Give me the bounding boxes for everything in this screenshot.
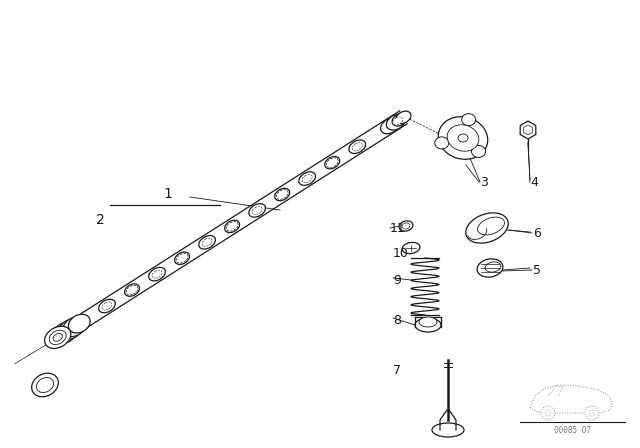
Ellipse shape (438, 117, 488, 159)
Ellipse shape (226, 222, 238, 231)
Ellipse shape (458, 134, 468, 142)
Text: 5: 5 (533, 263, 541, 276)
Ellipse shape (102, 302, 112, 310)
Ellipse shape (352, 143, 362, 151)
Ellipse shape (252, 207, 262, 215)
Ellipse shape (225, 220, 239, 233)
Ellipse shape (466, 213, 508, 243)
Ellipse shape (396, 111, 411, 124)
Ellipse shape (152, 270, 162, 278)
Text: 00085 07: 00085 07 (554, 426, 591, 435)
Circle shape (545, 410, 551, 416)
Ellipse shape (68, 314, 90, 333)
Circle shape (585, 406, 599, 420)
Ellipse shape (349, 140, 365, 154)
Ellipse shape (392, 113, 407, 126)
Ellipse shape (126, 285, 138, 295)
Text: 8: 8 (393, 314, 401, 327)
Ellipse shape (477, 259, 503, 277)
Ellipse shape (99, 299, 115, 313)
Ellipse shape (387, 114, 405, 130)
Text: 7: 7 (393, 363, 401, 376)
Ellipse shape (326, 158, 338, 168)
Ellipse shape (52, 322, 77, 344)
Ellipse shape (36, 378, 54, 392)
Text: 6: 6 (533, 227, 541, 240)
Ellipse shape (63, 317, 86, 336)
Text: 4: 4 (530, 176, 538, 189)
Ellipse shape (249, 204, 266, 217)
Ellipse shape (53, 333, 63, 341)
Text: 11: 11 (390, 221, 406, 234)
Ellipse shape (148, 267, 165, 281)
Ellipse shape (31, 373, 58, 397)
Ellipse shape (276, 190, 288, 199)
Text: 3: 3 (480, 176, 488, 189)
Polygon shape (520, 121, 536, 139)
Ellipse shape (485, 262, 501, 272)
Text: 1: 1 (164, 187, 172, 201)
Ellipse shape (402, 223, 410, 229)
Ellipse shape (199, 236, 216, 249)
Ellipse shape (432, 423, 464, 437)
Ellipse shape (461, 114, 476, 125)
Ellipse shape (389, 114, 406, 128)
Ellipse shape (381, 118, 399, 134)
Ellipse shape (49, 330, 66, 345)
Ellipse shape (393, 117, 403, 125)
Ellipse shape (45, 326, 71, 349)
Circle shape (541, 406, 555, 420)
Text: 2: 2 (95, 213, 104, 227)
Ellipse shape (59, 319, 83, 340)
Circle shape (589, 410, 595, 416)
Text: 9: 9 (393, 273, 401, 287)
Ellipse shape (415, 318, 441, 332)
Ellipse shape (447, 125, 479, 151)
Ellipse shape (299, 172, 316, 185)
Ellipse shape (302, 175, 312, 183)
Text: 10: 10 (393, 246, 409, 259)
Ellipse shape (402, 242, 420, 254)
Ellipse shape (176, 254, 188, 263)
Ellipse shape (175, 252, 189, 264)
Ellipse shape (477, 217, 504, 235)
Ellipse shape (435, 137, 449, 149)
Ellipse shape (419, 317, 437, 327)
Ellipse shape (399, 221, 413, 231)
Ellipse shape (472, 146, 486, 157)
Polygon shape (524, 125, 532, 135)
Ellipse shape (125, 284, 140, 296)
Ellipse shape (275, 188, 290, 201)
Ellipse shape (202, 238, 212, 246)
Ellipse shape (324, 156, 340, 169)
